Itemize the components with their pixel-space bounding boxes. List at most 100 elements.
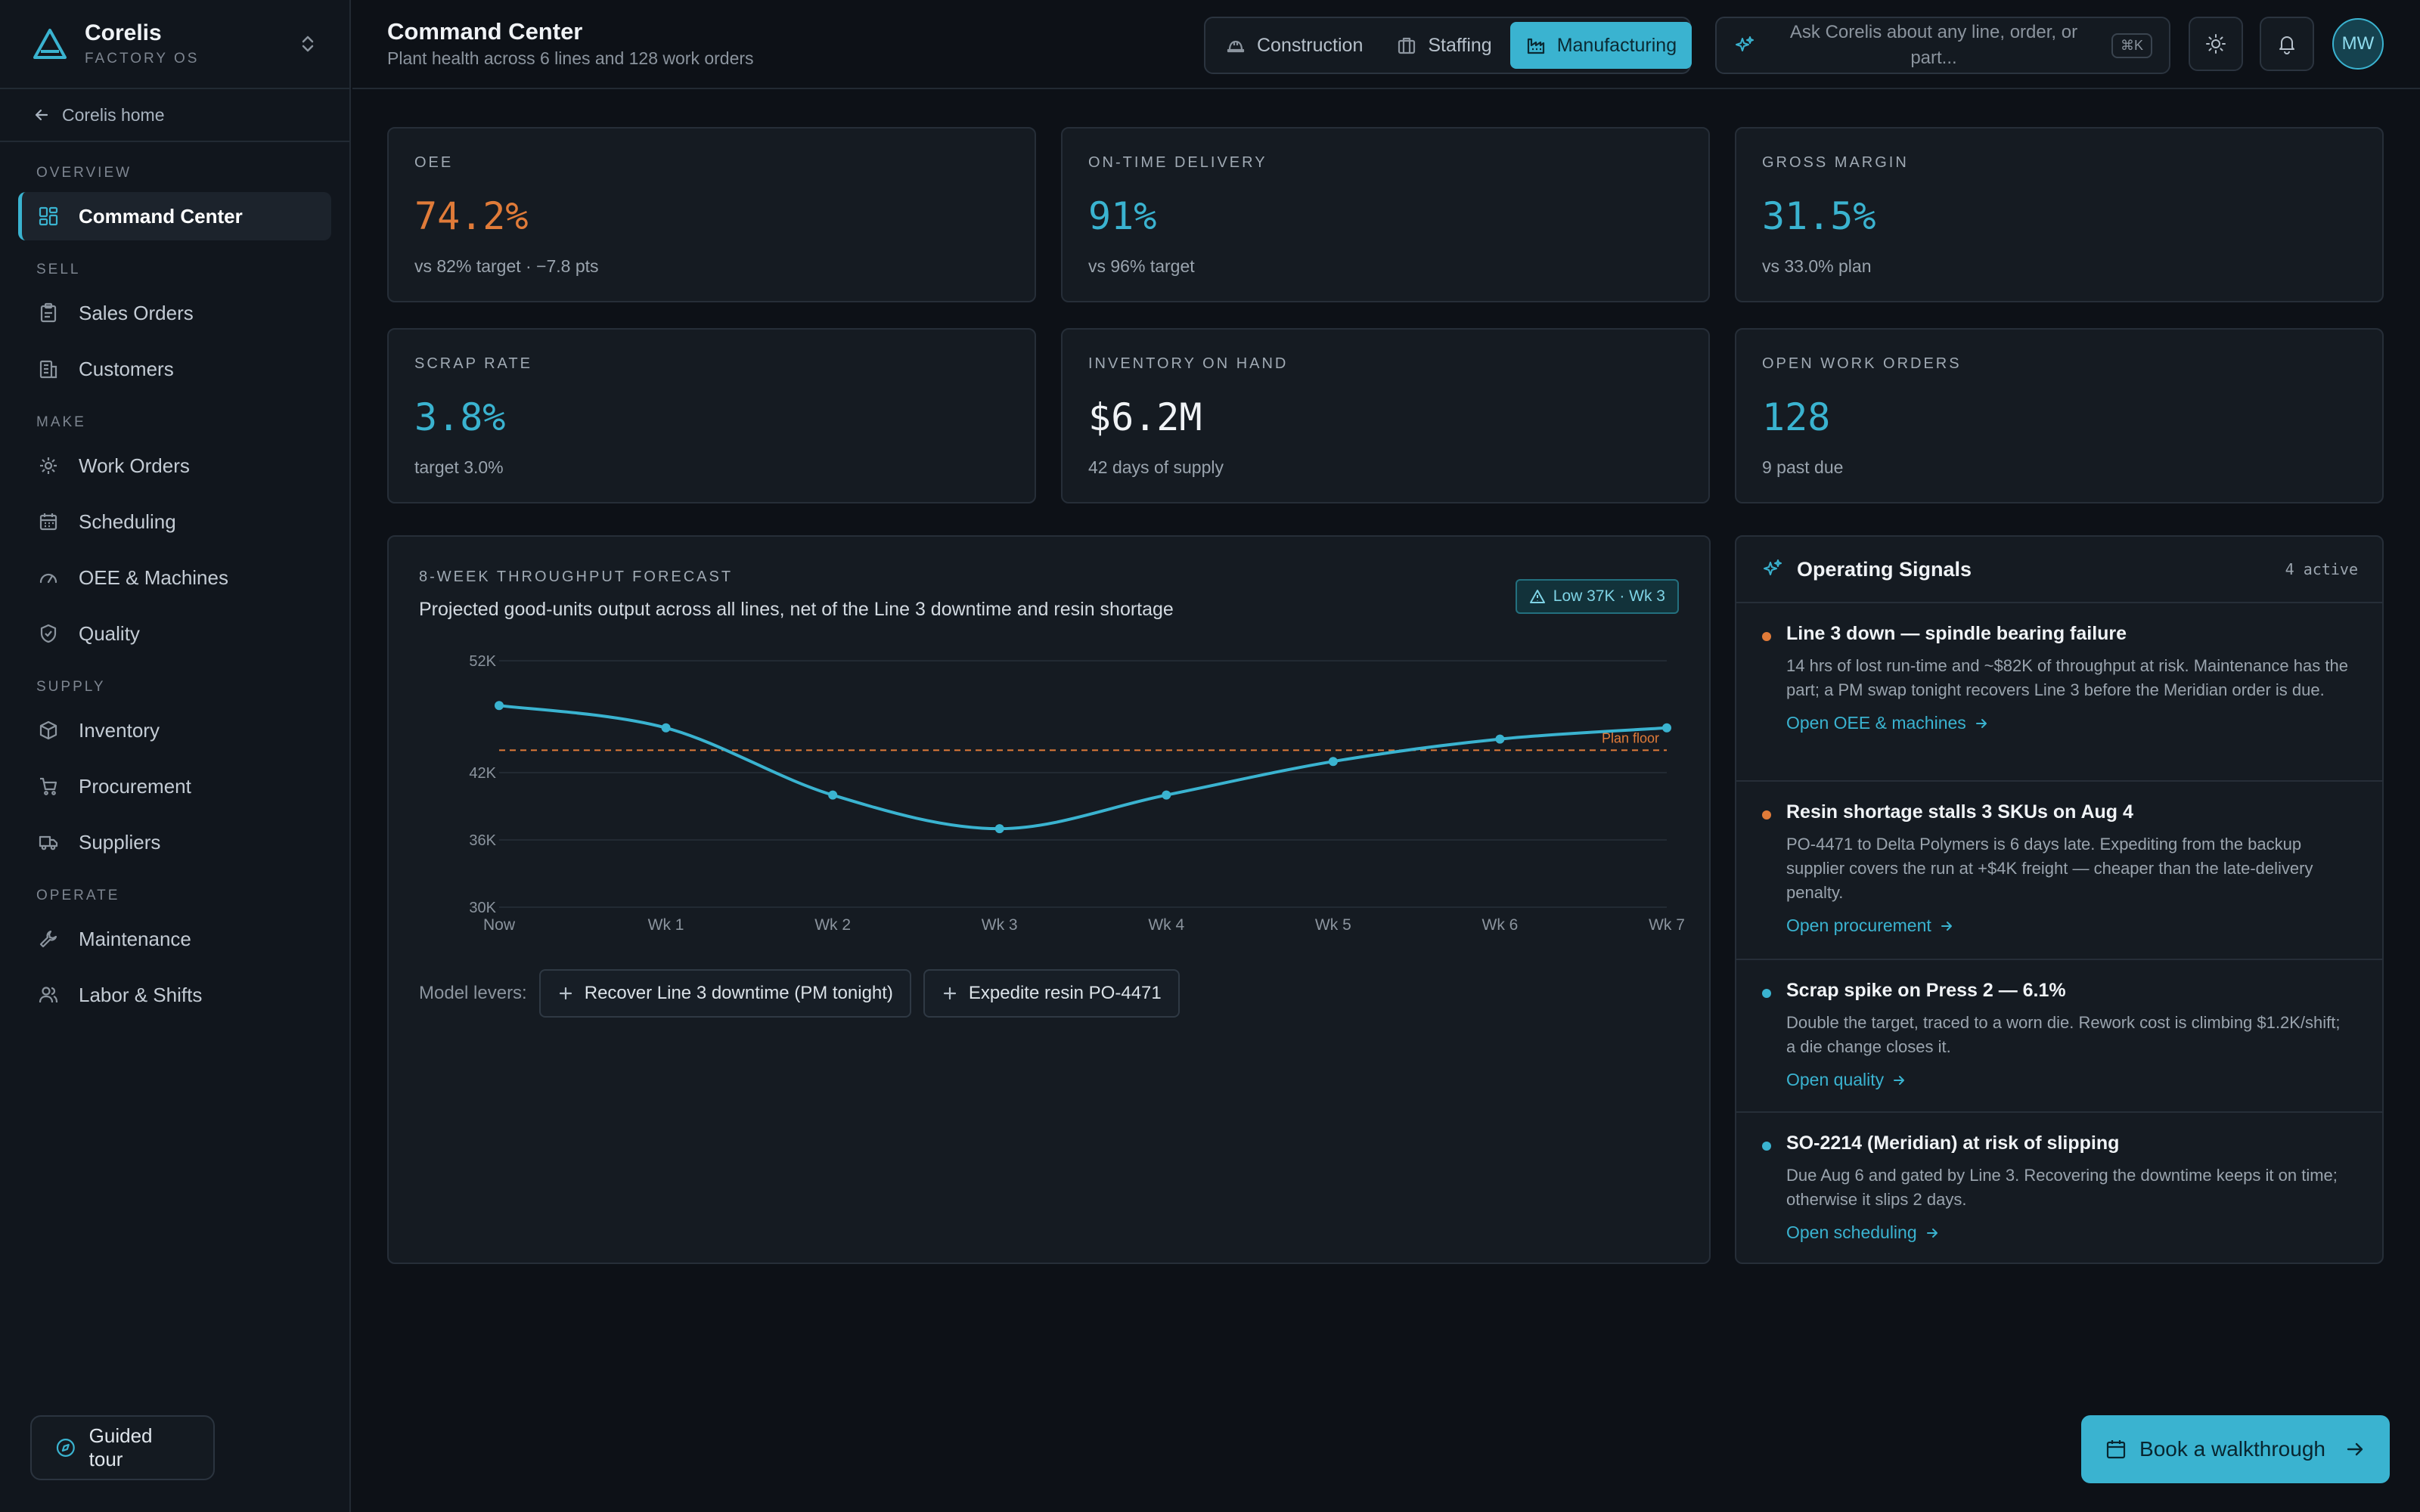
signal-link[interactable]: Open procurement <box>1786 916 2352 936</box>
box-icon <box>39 720 57 740</box>
sidebar-item-labor-shifts[interactable]: Labor & Shifts <box>18 971 331 1019</box>
ask-placeholder: Ask Corelis about any line, order, or pa… <box>1789 22 2078 68</box>
signal-title: Line 3 down — spindle bearing failure <box>1786 623 2127 644</box>
signal-item: Scrap spike on Press 2 — 6.1% Double the… <box>1736 960 2382 1113</box>
arrow-right-icon <box>2347 1442 2363 1456</box>
lever-label: Expedite resin PO-4471 <box>968 983 1162 1003</box>
guided-tour-label: Guided tour <box>88 1424 153 1470</box>
lever-label: Recover Line 3 downtime (PM tonight) <box>584 983 893 1003</box>
truck-icon <box>39 835 58 850</box>
guided-tour-button[interactable]: Guided tour <box>30 1415 215 1480</box>
nav-section-make: MAKE <box>36 414 86 430</box>
forecast-badge-label: Low 37K · Wk 3 <box>1553 587 1665 605</box>
x-tick-label: Wk 2 <box>814 916 851 934</box>
page-title: Command Center <box>387 18 583 45</box>
lever-expedite-resin-button[interactable]: Expedite resin PO-4471 <box>923 969 1180 1018</box>
signal-link[interactable]: Open OEE & machines <box>1786 713 2352 733</box>
sidebar-item-quality[interactable]: Quality <box>18 609 331 658</box>
ask-corelis-input[interactable]: Ask Corelis about any line, order, or pa… <box>1715 17 2170 74</box>
kpi-label: SCRAP RATE <box>414 355 532 372</box>
kpi-label: ON-TIME DELIVERY <box>1088 154 1267 171</box>
tab-construction[interactable]: Construction <box>1210 22 1378 69</box>
tab-label: Construction <box>1257 34 1364 56</box>
data-point <box>1328 757 1338 767</box>
sidebar-item-oee-machines[interactable]: OEE & Machines <box>18 553 331 602</box>
wrench-icon <box>39 930 57 948</box>
sidebar-item-label: Work Orders <box>79 454 190 477</box>
tab-manufacturing[interactable]: Manufacturing <box>1509 22 1692 69</box>
kpi-note: 42 days of supply <box>1088 457 1224 477</box>
tab-label: Staffing <box>1428 34 1492 56</box>
brand-name: Corelis <box>85 20 162 45</box>
signal-item: Line 3 down — spindle bearing failure 14… <box>1736 603 2382 782</box>
signal-link-label: Open scheduling <box>1786 1222 1917 1242</box>
data-point <box>828 790 838 800</box>
avatar[interactable]: MW <box>2332 18 2384 70</box>
page-subtitle: Plant health across 6 lines and 128 work… <box>387 48 754 68</box>
data-point <box>1495 734 1505 744</box>
sidebar-item-command-center[interactable]: Command Center <box>18 192 331 240</box>
signal-body: 14 hrs of lost run-time and ~$82K of thr… <box>1786 656 2348 699</box>
calendar-icon <box>39 513 57 531</box>
sidebar-item-sales-orders[interactable]: Sales Orders <box>18 289 331 337</box>
sidebar-item-procurement[interactable]: Procurement <box>18 762 331 810</box>
x-tick-label: Now <box>483 916 516 934</box>
throughput-line-chart: 30K 36K 42K 52K Now Wk 1 Wk 2 Wk 3 Wk 4 Wk 5 Wk 6 W… <box>469 653 1685 934</box>
signals-count: 4 active <box>2285 560 2358 578</box>
nav-section-overview: OVERVIEW <box>36 165 132 181</box>
series-line <box>498 704 1668 831</box>
signals-title: Operating Signals <box>1797 557 1972 581</box>
kpi-value: 128 <box>1762 395 1831 439</box>
sidebar: Corelis FACTORY OS Corelis home OVERVIEW… <box>0 0 351 1512</box>
kpi-card-on-time-delivery: ON-TIME DELIVERY 91% vs 96% target <box>1061 127 1710 302</box>
sidebar-item-label: Sales Orders <box>79 301 194 324</box>
kpi-note: target 3.0% <box>414 457 504 477</box>
chevron-updown-icon[interactable] <box>296 33 319 55</box>
header: Command Center Plant health across 6 lin… <box>352 0 2420 89</box>
x-tick-label: Wk 1 <box>648 916 684 934</box>
x-tick-label: Wk 4 <box>1148 916 1184 934</box>
book-walkthrough-button[interactable]: Book a walkthrough <box>2081 1415 2390 1483</box>
signal-link[interactable]: Open quality <box>1786 1070 2352 1090</box>
x-tick-label: Wk 3 <box>982 916 1018 934</box>
signal-link[interactable]: Open scheduling <box>1786 1222 2352 1243</box>
sidebar-item-customers[interactable]: Customers <box>18 345 331 393</box>
sidebar-item-label: Scheduling <box>79 510 176 533</box>
kpi-label: OEE <box>414 154 454 171</box>
notifications-button[interactable] <box>2260 17 2314 71</box>
kpi-card-gross-margin: GROSS MARGIN 31.5% vs 33.0% plan <box>1735 127 2384 302</box>
lever-recover-line3-button[interactable]: Recover Line 3 downtime (PM tonight) <box>538 969 911 1018</box>
warning-icon <box>1529 590 1545 603</box>
kpi-card-oee: OEE 74.2% vs 82% target · −7.8 pts <box>387 127 1036 302</box>
sidebar-item-scheduling[interactable]: Scheduling <box>18 497 331 546</box>
signal-link-label: Open procurement <box>1786 916 1931 935</box>
sidebar-item-suppliers[interactable]: Suppliers <box>18 818 331 866</box>
y-tick-label: 30K <box>469 900 496 916</box>
forecast-subtitle: Projected good-units output across all l… <box>419 599 1174 620</box>
sidebar-item-work-orders[interactable]: Work Orders <box>18 442 331 490</box>
kpi-note: vs 33.0% plan <box>1762 256 1872 276</box>
brand-subtitle: FACTORY OS <box>85 51 200 67</box>
hardhat-icon <box>1227 40 1245 53</box>
shield-check-icon <box>40 624 57 643</box>
kpi-label: GROSS MARGIN <box>1762 154 1909 171</box>
kpi-note: 9 past due <box>1762 457 1844 477</box>
brand-switcher[interactable]: Corelis FACTORY OS <box>0 0 349 89</box>
sparkles-icon <box>1764 559 1782 575</box>
nav-section-operate: OPERATE <box>36 888 120 903</box>
kpi-value: 91% <box>1088 194 1157 238</box>
levers-label: Model levers: <box>419 983 527 1003</box>
cart-icon <box>40 777 57 795</box>
sidebar-item-maintenance[interactable]: Maintenance <box>18 915 331 963</box>
sun-icon <box>2206 34 2226 54</box>
gauge-icon <box>39 573 57 584</box>
x-tick-label: Wk 5 <box>1315 916 1351 934</box>
data-point <box>994 824 1004 834</box>
sidebar-item-inventory[interactable]: Inventory <box>18 706 331 754</box>
arrow-right-icon <box>1975 718 1987 728</box>
theme-toggle-button[interactable] <box>2189 17 2243 71</box>
tab-staffing[interactable]: Staffing <box>1381 22 1506 69</box>
home-link[interactable]: Corelis home <box>0 89 349 142</box>
signal-item: SO-2214 (Meridian) at risk of slipping D… <box>1736 1113 2382 1243</box>
calendar-icon <box>2106 1440 2126 1459</box>
